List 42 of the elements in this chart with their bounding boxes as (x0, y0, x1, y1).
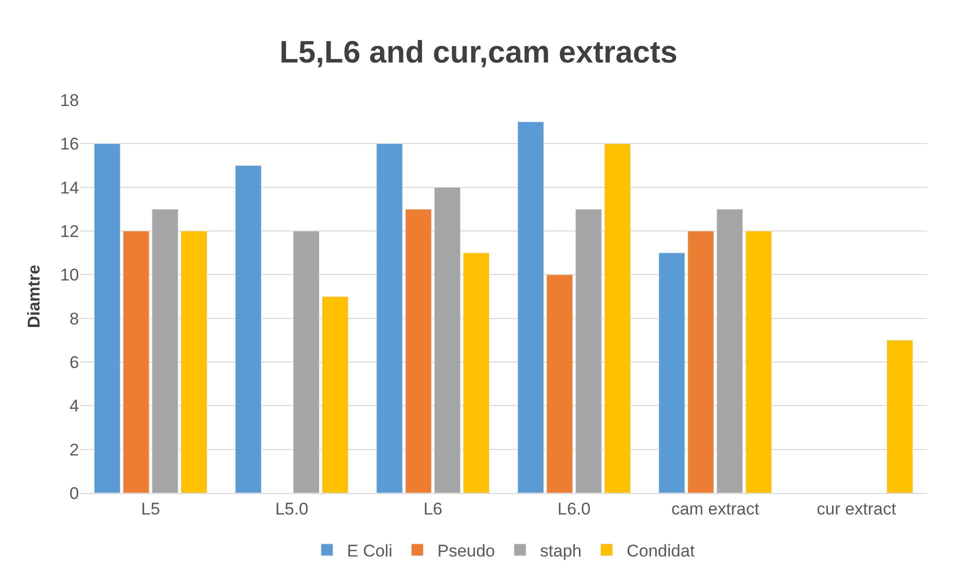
legend-label: E Coli (347, 541, 392, 560)
bar (235, 165, 262, 493)
x-tick-label: cam extract (671, 499, 760, 518)
bar (405, 208, 432, 493)
y-tick-label: 2 (70, 440, 79, 460)
bar (575, 208, 602, 493)
y-tick-label: 10 (60, 266, 79, 285)
legend-label: staph (540, 541, 582, 560)
bar (94, 143, 120, 493)
chart-title: L5,L6 and cur,cam extracts (279, 34, 678, 70)
x-tick-label: L6.0 (558, 499, 591, 518)
y-tick-label: 12 (60, 222, 79, 241)
y-tick-label: 4 (70, 396, 79, 416)
x-tick-label: cur extract (816, 499, 896, 518)
bar (376, 143, 403, 493)
bar (122, 230, 150, 493)
bar (322, 296, 348, 493)
bar (463, 252, 490, 493)
bar (745, 230, 772, 493)
bar (886, 340, 914, 493)
bar (716, 208, 743, 493)
bar (292, 230, 320, 493)
x-tick-label: L6 (423, 499, 442, 518)
x-tick-label: L5 (141, 499, 160, 518)
bar (152, 208, 178, 493)
y-tick-label: 16 (60, 134, 79, 154)
bar (658, 252, 686, 493)
bar (180, 230, 208, 493)
y-tick-label: 0 (70, 484, 79, 503)
bar (434, 187, 461, 493)
bar (546, 274, 573, 493)
legend-label: Pseudo (437, 541, 496, 560)
bar (604, 143, 631, 493)
y-axis-title: Diamtre (24, 264, 44, 328)
y-tick-label: 14 (60, 178, 79, 198)
y-tick-label: 6 (70, 352, 79, 372)
y-tick-label: 8 (70, 309, 79, 328)
legend-label: Condidat (626, 541, 695, 560)
x-tick-label: L5.0 (275, 499, 308, 518)
y-tick-label: 18 (60, 90, 79, 110)
bar (688, 230, 714, 493)
bar (517, 122, 544, 493)
